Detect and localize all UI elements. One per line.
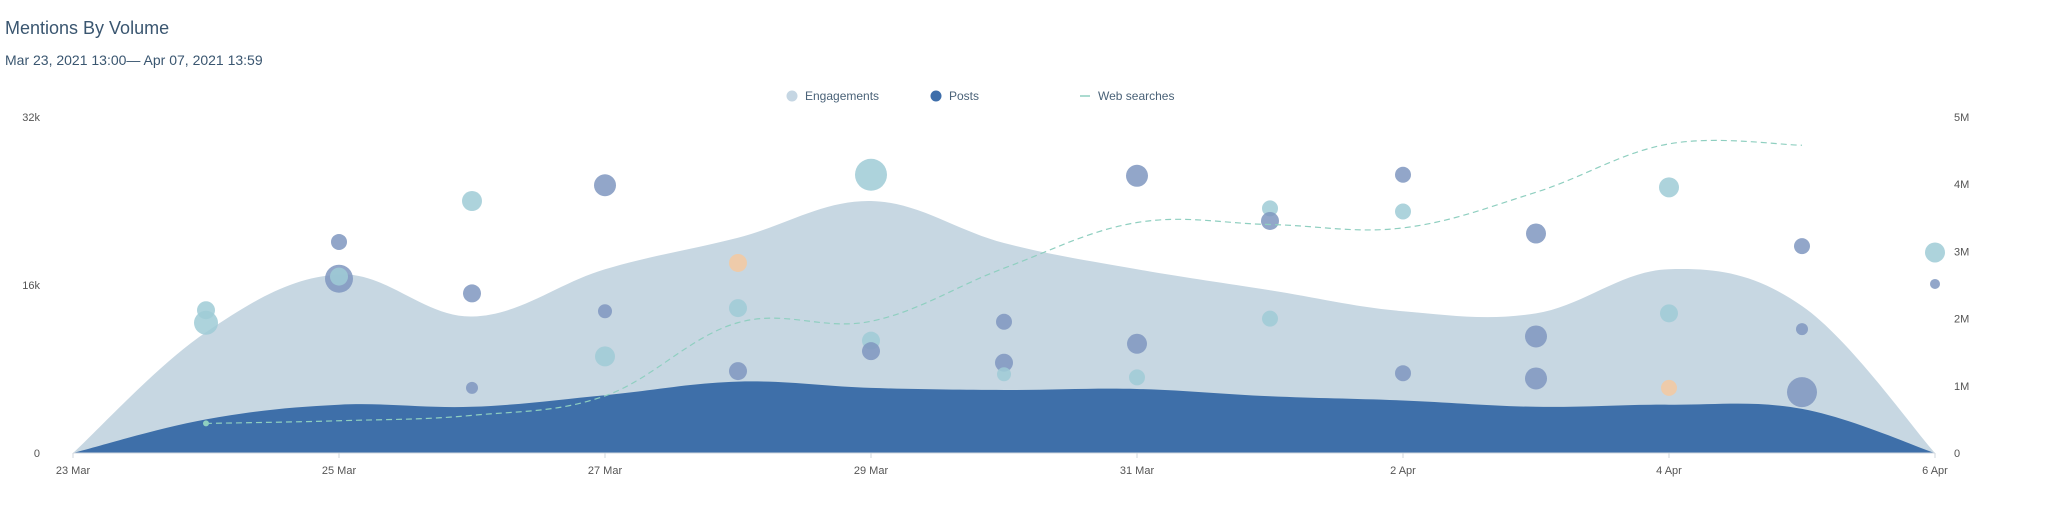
data-bubble[interactable] — [1129, 369, 1145, 386]
y-right-tick-label: 0 — [1954, 448, 1960, 460]
data-bubble[interactable] — [1661, 379, 1677, 396]
data-bubble[interactable] — [997, 367, 1011, 382]
data-bubble[interactable] — [1261, 211, 1279, 230]
data-bubble[interactable] — [1262, 310, 1278, 327]
legend-engagements-marker — [786, 90, 798, 102]
data-bubble[interactable] — [1787, 377, 1817, 408]
series-web-searches-line[interactable] — [205, 139, 1803, 425]
data-bubble[interactable] — [1262, 200, 1278, 217]
chart-title: Mentions By Volume — [5, 18, 170, 38]
x-tick-label: 29 Mar — [854, 465, 889, 477]
series-web-searches-point[interactable] — [203, 420, 209, 427]
data-bubble[interactable] — [331, 233, 347, 250]
data-bubble[interactable] — [330, 267, 348, 286]
x-tick-label: 6 Apr — [1922, 465, 1948, 477]
y-left-tick-label: 16k — [22, 280, 40, 292]
data-bubble[interactable] — [466, 381, 478, 394]
data-bubble[interactable] — [1659, 177, 1679, 198]
legend-posts-label: Posts — [949, 89, 979, 103]
y-right-tick-label: 5M — [1954, 112, 1969, 124]
x-tick-label: 31 Mar — [1120, 465, 1155, 477]
date-range-subtitle: Mar 23, 2021 13:00— Apr 07, 2021 13:59 — [5, 52, 263, 68]
legend-posts-marker — [930, 90, 942, 102]
x-tick-label: 2 Apr — [1390, 465, 1416, 477]
data-bubble[interactable] — [1660, 304, 1678, 323]
bubble-layer — [194, 158, 1945, 408]
data-bubble[interactable] — [1525, 325, 1547, 348]
legend-item-web-searches[interactable]: Web searches — [1080, 89, 1174, 103]
line-layer — [203, 139, 1803, 427]
data-bubble[interactable] — [1395, 365, 1411, 382]
x-tick-label: 27 Mar — [588, 465, 623, 477]
data-bubble[interactable] — [462, 191, 482, 211]
data-bubble[interactable] — [194, 310, 218, 335]
y-left-tick-label: 0 — [34, 448, 40, 460]
data-bubble[interactable] — [594, 174, 616, 197]
data-bubble[interactable] — [995, 353, 1013, 372]
legend-web-searches-label: Web searches — [1098, 89, 1174, 103]
data-bubble[interactable] — [855, 158, 887, 191]
legend[interactable]: Engagements Posts Web searches — [786, 89, 1175, 103]
y-right-tick-label: 3M — [1954, 246, 1969, 258]
y-right-tick-label: 1M — [1954, 381, 1969, 393]
data-bubble[interactable] — [1126, 164, 1148, 187]
y-right-tick-label: 4M — [1954, 179, 1969, 191]
series-posts-area[interactable] — [73, 381, 1935, 453]
y-left-tick-label: 32k — [22, 112, 40, 124]
data-bubble[interactable] — [996, 313, 1012, 330]
axes-layer: 23 Mar 25 Mar 27 Mar 29 Mar 31 Mar 2 Apr 4 Apr… — [22, 112, 1969, 477]
data-bubble[interactable] — [729, 362, 747, 381]
data-bubble[interactable] — [1930, 278, 1940, 289]
legend-item-engagements[interactable]: Engagements — [786, 89, 880, 103]
x-tick-label: 23 Mar — [56, 465, 91, 477]
data-bubble[interactable] — [729, 253, 747, 272]
data-bubble[interactable] — [1127, 333, 1147, 354]
data-bubble[interactable] — [1526, 223, 1546, 244]
x-tick-label: 25 Mar — [322, 465, 357, 477]
data-bubble[interactable] — [862, 342, 880, 361]
x-tick-label: 4 Apr — [1656, 465, 1682, 477]
data-bubble[interactable] — [463, 284, 481, 303]
data-bubble[interactable] — [1794, 238, 1810, 255]
legend-engagements-label: Engagements — [805, 89, 879, 103]
data-bubble[interactable] — [595, 346, 615, 367]
data-bubble[interactable] — [1796, 323, 1808, 336]
data-bubble[interactable] — [1395, 166, 1411, 183]
data-bubble[interactable] — [1525, 367, 1547, 390]
data-bubble[interactable] — [1395, 203, 1411, 220]
legend-item-posts[interactable]: Posts — [930, 89, 980, 103]
data-bubble[interactable] — [1925, 242, 1945, 263]
data-bubble[interactable] — [598, 304, 612, 319]
data-bubble[interactable] — [729, 299, 747, 318]
y-right-tick-label: 2M — [1954, 314, 1969, 326]
